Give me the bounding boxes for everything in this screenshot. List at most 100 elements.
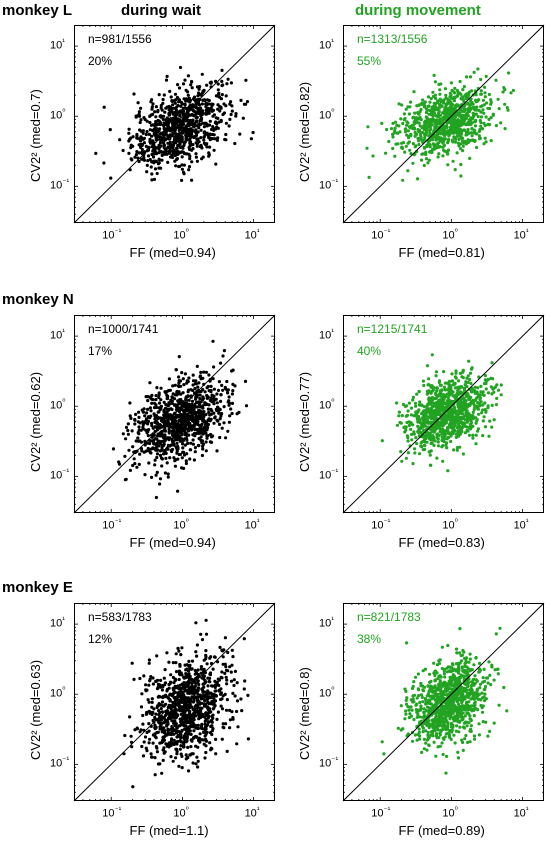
scatter-point bbox=[170, 725, 174, 729]
scatter-point bbox=[469, 131, 474, 135]
scatter-point bbox=[224, 94, 228, 98]
scatter-point bbox=[406, 129, 410, 133]
scatter-point bbox=[233, 384, 237, 388]
scatter-point bbox=[427, 377, 431, 381]
scatter-point bbox=[235, 699, 240, 703]
scatter-point bbox=[479, 390, 483, 394]
scatter-point bbox=[167, 149, 171, 153]
scatter-point bbox=[223, 692, 227, 696]
scatter-point bbox=[452, 125, 456, 129]
scatter-point bbox=[452, 424, 456, 428]
scatter-point bbox=[455, 122, 459, 126]
scatter-point bbox=[159, 416, 163, 420]
scatter-point bbox=[183, 430, 187, 435]
y-tick-label: 10⁻¹ bbox=[319, 467, 339, 482]
scatter-point bbox=[162, 452, 166, 456]
scatter-point bbox=[464, 116, 468, 120]
scatter-point bbox=[180, 766, 184, 770]
scatter-point bbox=[160, 447, 164, 452]
scatter-point bbox=[494, 403, 498, 407]
scatter-point bbox=[131, 445, 135, 449]
scatter-point bbox=[181, 696, 185, 700]
scatter-point bbox=[422, 409, 426, 413]
scatter-point bbox=[154, 745, 158, 749]
scatter-point bbox=[467, 131, 471, 135]
scatter-point bbox=[448, 422, 452, 426]
scatter-point bbox=[192, 735, 196, 740]
scatter-point bbox=[455, 112, 459, 116]
scatter-point bbox=[155, 133, 159, 138]
scatter-point bbox=[168, 137, 172, 141]
scatter-point bbox=[451, 116, 455, 120]
scatter-point bbox=[238, 132, 242, 136]
scatter-point bbox=[179, 413, 183, 417]
scatter-point bbox=[150, 755, 154, 759]
scatter-point bbox=[422, 383, 426, 388]
scatter-point bbox=[400, 141, 404, 145]
scatter-point bbox=[229, 679, 234, 683]
scatter-point bbox=[428, 437, 432, 441]
scatter-point bbox=[441, 141, 445, 145]
scatter-point bbox=[441, 459, 445, 463]
scatter-point bbox=[244, 404, 249, 408]
scatter-point bbox=[474, 433, 478, 437]
scatter-point bbox=[442, 394, 446, 398]
scatter-point bbox=[196, 759, 200, 763]
scatter-point bbox=[459, 407, 463, 411]
scatter-point bbox=[473, 124, 478, 128]
scatter-point bbox=[474, 93, 478, 97]
scatter-point bbox=[207, 154, 211, 158]
scatter-point bbox=[202, 704, 206, 708]
scatter-point bbox=[236, 725, 240, 729]
scatter-point bbox=[177, 132, 182, 136]
scatter-point bbox=[419, 107, 423, 112]
scatter-point bbox=[229, 81, 233, 85]
scatter-point bbox=[456, 416, 460, 420]
scatter-point bbox=[199, 667, 203, 671]
scatter-point bbox=[194, 152, 198, 156]
scatter-point bbox=[147, 132, 151, 136]
scatter-point bbox=[200, 91, 204, 95]
scatter-point bbox=[420, 152, 424, 156]
scatter-point bbox=[162, 93, 166, 97]
scatter-point bbox=[405, 120, 409, 124]
scatter-point bbox=[208, 119, 212, 123]
scatter-point bbox=[194, 690, 198, 694]
scatter-point bbox=[151, 682, 155, 686]
scatter-point bbox=[210, 684, 214, 688]
scatter-point bbox=[177, 86, 182, 90]
scatter-point bbox=[452, 408, 456, 412]
scatter-point bbox=[158, 453, 163, 457]
scatter-point bbox=[414, 119, 418, 123]
scatter-point bbox=[448, 390, 452, 394]
scatter-point bbox=[214, 737, 218, 741]
scatter-point bbox=[171, 719, 175, 723]
scatter-point bbox=[427, 401, 432, 405]
scatter-point bbox=[464, 112, 468, 116]
scatter-point bbox=[471, 410, 475, 414]
scatter-point bbox=[210, 729, 214, 733]
scatter-point bbox=[156, 730, 160, 734]
scatter-point bbox=[461, 139, 465, 143]
scatter-point bbox=[464, 96, 468, 101]
scatter-point bbox=[117, 462, 122, 466]
scatter-point bbox=[155, 123, 159, 127]
scatter-point bbox=[428, 143, 432, 147]
scatter-point bbox=[246, 737, 250, 741]
scatter-point bbox=[157, 119, 161, 123]
scatter-point bbox=[187, 131, 191, 135]
scatter-point bbox=[199, 632, 203, 636]
scatter-point bbox=[188, 157, 192, 161]
scatter-point bbox=[184, 720, 188, 724]
scatter-point bbox=[460, 114, 464, 118]
scatter-point bbox=[177, 677, 181, 682]
scatter-point bbox=[156, 685, 160, 689]
scatter-point bbox=[474, 108, 479, 112]
scatter-point bbox=[175, 390, 179, 394]
scatter-point bbox=[162, 409, 166, 414]
scatter-point bbox=[190, 121, 194, 125]
scatter-point bbox=[170, 99, 174, 103]
scatter-point bbox=[416, 410, 420, 414]
scatter-point bbox=[418, 452, 422, 456]
scatter-point bbox=[380, 121, 384, 125]
